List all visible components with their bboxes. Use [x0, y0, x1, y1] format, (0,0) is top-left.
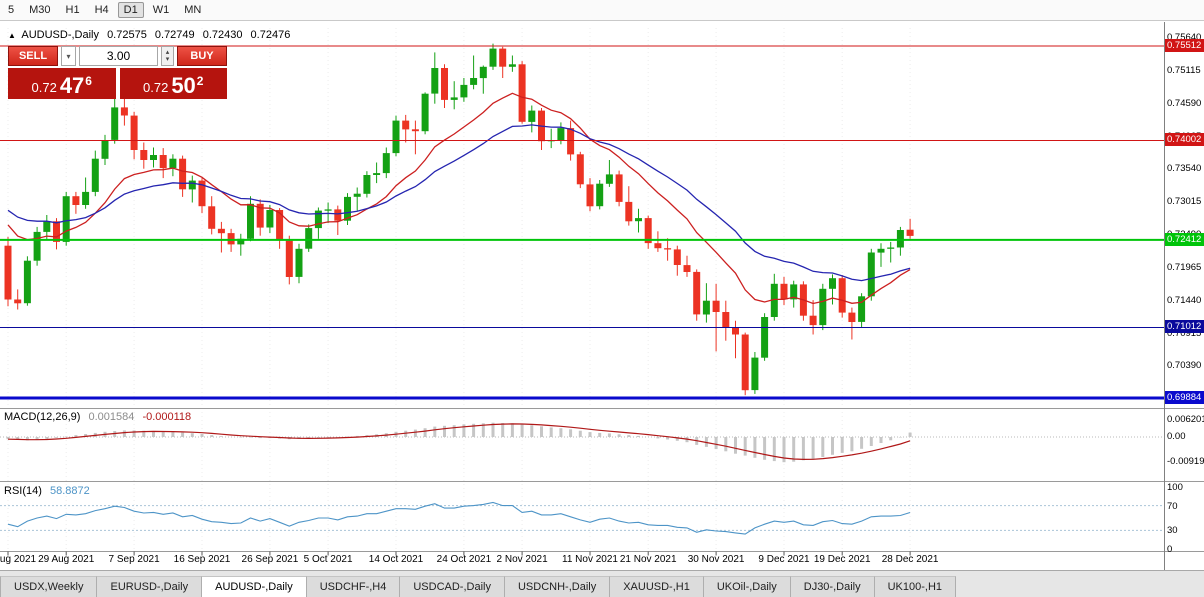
- rsi-axis-label: 100: [1167, 482, 1183, 493]
- chevron-down-icon: ▾: [66, 51, 71, 61]
- timeframe-toolbar: 5 M30 H1 H4 D1 W1 MN: [0, 0, 1204, 21]
- chart-tab-dj30[interactable]: DJ30-,Daily: [790, 576, 875, 597]
- bid-pip-digit: 6: [85, 74, 92, 88]
- volume-dropdown-button[interactable]: ▾: [61, 46, 76, 66]
- date-axis-label: 26 Sep 2021: [241, 554, 299, 565]
- high-value: 0.72749: [154, 29, 195, 41]
- rsi-axis-label: 0: [1167, 544, 1173, 555]
- date-axis-label: 24 Oct 2021: [436, 554, 492, 565]
- date-axis-label: 14 Oct 2021: [368, 554, 424, 565]
- one-click-trading-panel: SELL ▾ 3.00 ▴ ▾ BUY 0.72 47 6 0.72 50 2: [8, 46, 227, 99]
- price-axis-label: 0.74590: [1167, 97, 1202, 109]
- rsi-value: 58.8872: [49, 485, 90, 497]
- bid-prefix: 0.72: [31, 80, 57, 95]
- timeframe-button-h4[interactable]: H4: [89, 2, 115, 18]
- volume-value: 3.00: [106, 49, 131, 63]
- price-level-tag: 0.75512: [1165, 39, 1204, 52]
- date-axis-label: 30 Nov 2021: [687, 554, 745, 565]
- date-axis-label: 11 Nov 2021: [562, 554, 618, 565]
- price-axis-label: 0.71965: [1167, 261, 1202, 273]
- price-axis-label: 0.75115: [1167, 64, 1201, 76]
- macd-axis-label: -0.00919: [1167, 456, 1204, 468]
- price-axis[interactable]: 0.756400.751150.745900.740650.735400.730…: [1165, 22, 1204, 570]
- macd-pane-label: MACD(12,26,9) 0.001584 -0.000118: [4, 411, 196, 423]
- chart-ohlc-header: ▲ AUDUSD-,Daily 0.72575 0.72749 0.72430 …: [8, 29, 295, 41]
- ask-main-digits: 50: [171, 73, 196, 98]
- date-axis-label: 2 Nov 2021: [496, 554, 548, 565]
- timeframe-button-m30[interactable]: M30: [23, 2, 56, 18]
- price-level-tag: 0.71012: [1165, 320, 1204, 334]
- chevron-down-icon: ▾: [165, 56, 170, 63]
- rsi-axis-label: 70: [1167, 500, 1178, 512]
- ask-pip-digit: 2: [196, 74, 204, 88]
- date-axis-label: 28 Dec 2021: [881, 554, 939, 565]
- chart-tab-usdcad[interactable]: USDCAD-,Daily: [400, 576, 505, 597]
- bid-main-digits: 47: [59, 73, 85, 98]
- timeframe-button-mn[interactable]: MN: [178, 2, 207, 18]
- volume-input[interactable]: 3.00: [79, 46, 158, 66]
- macd-axis-label: 0.00: [1167, 431, 1186, 442]
- price-axis-label: 0.70390: [1167, 360, 1202, 372]
- price-axis-label: 0.71440: [1167, 294, 1202, 306]
- ask-price-button[interactable]: 0.72 50 2: [119, 68, 227, 99]
- chart-tab-usdx[interactable]: USDX,Weekly: [0, 576, 98, 597]
- macd-value: 0.001584: [88, 411, 135, 423]
- timeframe-button-5[interactable]: 5: [2, 2, 20, 18]
- sell-button[interactable]: SELL: [8, 46, 58, 66]
- timeframe-button-h1[interactable]: H1: [60, 2, 86, 18]
- rsi-title: RSI(14): [4, 485, 42, 497]
- macd-axis-label: 0.006201: [1167, 414, 1204, 425]
- date-axis-label: 19 Dec 2021: [813, 554, 871, 565]
- date-axis-label: 7 Sep 2021: [108, 554, 160, 565]
- timeframe-button-w1[interactable]: W1: [147, 2, 176, 18]
- chart-tab-ukoil[interactable]: UKOil-,Daily: [703, 576, 791, 597]
- close-value: 0.72476: [250, 29, 291, 41]
- date-axis-label: 16 Sep 2021: [173, 554, 231, 565]
- date-axis-label: 5 Oct 2021: [303, 554, 353, 565]
- low-value: 0.72430: [202, 29, 243, 41]
- chart-tab-usdcnh[interactable]: USDCNH-,Daily: [504, 576, 611, 597]
- macd-title: MACD(12,26,9): [4, 411, 81, 423]
- date-axis-label: 21 Nov 2021: [619, 554, 677, 565]
- volume-stepper[interactable]: ▴ ▾: [161, 46, 174, 66]
- chart-tab-audusd[interactable]: AUDUSD-,Daily: [202, 576, 307, 597]
- bid-price-button[interactable]: 0.72 47 6: [8, 68, 116, 99]
- price-level-tag: 0.69884: [1165, 391, 1204, 405]
- price-level-tag: 0.74002: [1165, 133, 1204, 147]
- timeframe-button-d1[interactable]: D1: [117, 2, 144, 18]
- rsi-pane-label: RSI(14) 58.8872: [4, 485, 95, 497]
- rsi-axis-label: 30: [1167, 525, 1178, 537]
- chart-tab-eurusd[interactable]: EURUSD-,Daily: [97, 576, 203, 597]
- price-axis-label: 0.73015: [1167, 196, 1202, 208]
- chart-symbol-label: AUDUSD-,Daily: [21, 29, 99, 41]
- chart-tab-usdchf[interactable]: USDCHF-,H4: [306, 576, 401, 597]
- date-axis-label: 29 Aug 2021: [38, 554, 95, 565]
- open-value: 0.72575: [107, 29, 147, 41]
- collapse-arrow-icon: ▲: [8, 31, 16, 40]
- price-axis-label: 0.75640: [1167, 31, 1202, 43]
- chart-tabs-bar: USDX,Weekly EURUSD-,Daily AUDUSD-,Daily USD…: [0, 570, 1204, 597]
- price-axis-label: 0.73540: [1167, 163, 1202, 175]
- ask-prefix: 0.72: [143, 80, 169, 95]
- chevron-up-icon: ▴: [165, 49, 170, 56]
- date-axis-label: 9 Dec 2021: [758, 554, 810, 565]
- date-axis-label: 19 Aug 2021: [0, 554, 37, 565]
- chart-tab-xauusd[interactable]: XAUUSD-,H1: [610, 576, 704, 597]
- chart-tab-uk100[interactable]: UK100-,H1: [874, 576, 957, 597]
- buy-button[interactable]: BUY: [177, 46, 227, 66]
- macd-signal-value: -0.000118: [142, 411, 192, 423]
- price-level-tag: 0.72412: [1165, 232, 1204, 246]
